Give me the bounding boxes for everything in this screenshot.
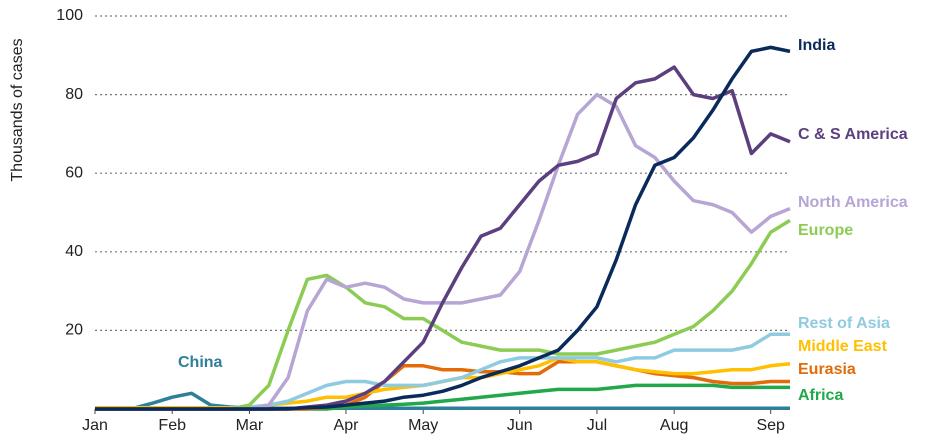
series-label: Rest of Asia: [798, 315, 890, 332]
y-tick-label: 100: [56, 7, 83, 24]
series-label: Africa: [798, 387, 843, 404]
x-tick-label: Apr: [334, 417, 360, 434]
y-axis-label: Thousands of cases: [9, 38, 26, 181]
series-label: India: [798, 37, 835, 54]
series-label: Eurasia: [798, 361, 856, 378]
x-tick-label: May: [408, 417, 438, 434]
series-line: [95, 391, 790, 411]
y-tick-label: 80: [65, 86, 83, 103]
series-label: North America: [798, 194, 908, 211]
x-tick-label: Mar: [236, 417, 264, 434]
y-tick-label: 40: [65, 243, 83, 260]
y-tick-label: 60: [65, 164, 83, 181]
x-tick-label: Jul: [587, 417, 607, 434]
x-tick-label: Feb: [158, 417, 186, 434]
series-line: [95, 45, 791, 411]
x-tick-label: Jan: [82, 417, 108, 434]
series-label: C & S America: [798, 126, 908, 143]
series-label: Europe: [798, 222, 853, 239]
x-tick-label: Sep: [756, 417, 785, 434]
x-tick-label: Jun: [507, 417, 533, 434]
x-tick-label: Aug: [660, 417, 688, 434]
series-label: Middle East: [798, 338, 888, 355]
series-label: China: [178, 354, 223, 371]
y-tick-label: 20: [65, 322, 83, 339]
